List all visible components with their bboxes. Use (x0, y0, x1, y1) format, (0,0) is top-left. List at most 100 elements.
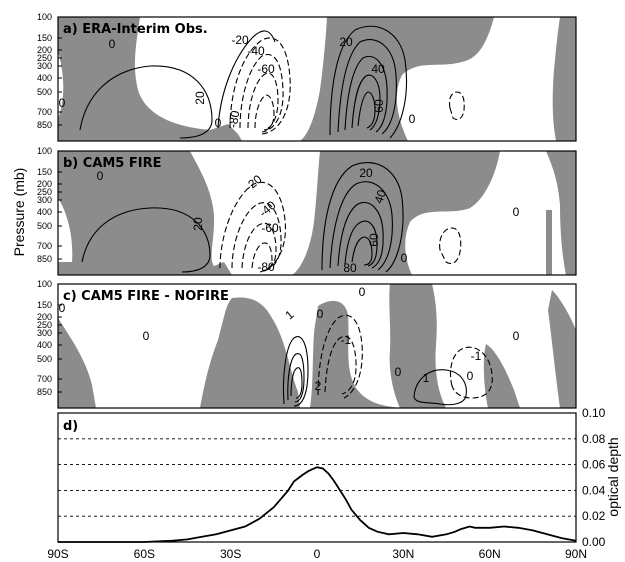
optical-depth-line (58, 466, 577, 543)
panel-a-contours (79, 25, 465, 139)
y-axis-label: Pressure (mb) (11, 168, 27, 257)
panel-c-shading-right1 (389, 284, 446, 408)
panel-d: d) 0.00 0.02 0.04 0.06 0.08 0.10 optical dept… (57, 406, 621, 549)
panel-d-y-tick-labels: 0.00 0.02 0.04 0.06 0.08 0.10 (582, 406, 606, 549)
panel-d-title: d) (63, 419, 78, 434)
contour-label: 20 (339, 35, 353, 49)
panel-b-shading-right (546, 151, 576, 275)
y-tick-label: 0.08 (582, 432, 606, 446)
pressure-tick-label: 500 (37, 87, 52, 97)
pressure-tick-label: 500 (37, 221, 52, 231)
pressure-tick-labels: 1001502002503004005007008501001502002503… (37, 12, 62, 397)
panel-c-title: c) CAM5 FIRE - NOFIRE (63, 289, 229, 304)
contour-label: 0 (317, 307, 324, 321)
y-tick-label: 0.04 (582, 483, 606, 497)
contour-label: 20 (191, 217, 205, 231)
panel-a-contour-labels: 0 20 -20 -40 -60 -80 20 40 60 0 0 0 (59, 33, 416, 130)
panel-d-y-label: optical depth (605, 437, 621, 516)
pressure-tick-label: 200 (37, 179, 52, 189)
panel-c-shading-midleft (200, 297, 300, 408)
contour-label: -1 (471, 349, 482, 363)
pressure-tick-label: 150 (37, 167, 52, 177)
pressure-tick-label: 100 (37, 279, 52, 289)
panel-c-shading-right3 (548, 290, 576, 408)
contour-label: 0 (513, 205, 520, 219)
contour-label: -1 (341, 333, 352, 347)
contour-label: -60 (261, 221, 279, 235)
contour-label: 0 (143, 329, 150, 343)
pressure-tick-label: 100 (37, 146, 52, 156)
contour-label: 0 (513, 329, 520, 343)
panel-b-contours (81, 162, 462, 273)
panel-c-shading-left (58, 318, 96, 408)
contour-label: 60 (372, 99, 386, 113)
contour-label: 40 (371, 188, 389, 206)
pressure-tick-label: 150 (37, 33, 52, 43)
pressure-tick-label: 850 (37, 387, 52, 397)
pressure-tick-label: 100 (37, 12, 52, 22)
panel-a-title: a) ERA-Interim Obs. (63, 22, 208, 37)
pressure-tick-label: 400 (37, 207, 52, 217)
y-tick-label: 0.10 (582, 406, 606, 420)
pressure-tick-label: 150 (37, 300, 52, 310)
pressure-tick-label: 250 (37, 187, 52, 197)
contour-label: 0 (395, 365, 402, 379)
panel-c: 0 0 1 0 2 -1 0 1 0 0 0 -1 c) CAM5 FIRE -… (57, 283, 577, 409)
panel-b-shading-strip (546, 210, 552, 275)
x-tick-label: 30N (392, 547, 414, 561)
pressure-tick-label: 300 (37, 61, 52, 71)
contour-label: 0 (109, 37, 116, 51)
x-tick-label: 60N (479, 547, 501, 561)
pressure-tick-label: 850 (37, 120, 52, 130)
contour-label: -20 (231, 33, 249, 47)
panel-b: 0 20 -20 -40 -60 -80 20 40 60 80 0 0 b) … (57, 150, 577, 276)
panel-a-shading-center (300, 17, 494, 141)
contour-label: 0 (59, 96, 66, 110)
contour-label: 0 (409, 112, 416, 126)
pressure-tick-label: 500 (37, 354, 52, 364)
pressure-tick-label: 700 (37, 241, 52, 251)
panel-d-grid (58, 438, 576, 517)
contour-label: 2 (315, 379, 322, 393)
x-tick-labels: 90S 60S 30S 0 30N 60N 90N (47, 547, 587, 561)
panel-c-contour-labels: 0 0 1 0 2 -1 0 1 0 0 0 -1 (59, 285, 520, 393)
x-tick-label: 60S (134, 547, 155, 561)
panel-a-shading-right (552, 17, 576, 141)
x-tick-label: 90S (47, 547, 68, 561)
pressure-tick-label: 400 (37, 73, 52, 83)
pressure-tick-label: 700 (37, 374, 52, 384)
contour-label: 40 (371, 62, 385, 76)
contour-label: 0 (215, 116, 222, 130)
contour-label: 0 (359, 285, 366, 299)
panel-a-shading-left (58, 17, 242, 141)
pressure-tick-label: 400 (37, 340, 52, 350)
pressure-tick-label: 700 (37, 107, 52, 117)
y-tick-label: 0.00 (582, 535, 606, 549)
panel-b-shading-left (58, 151, 232, 275)
contour-label: 80 (343, 261, 357, 275)
pressure-tick-label: 200 (37, 45, 52, 55)
pressure-tick-label: 300 (37, 195, 52, 205)
pressure-tick-label: 300 (37, 328, 52, 338)
contour-label: 1 (423, 371, 430, 385)
y-tick-label: 0.06 (582, 458, 606, 472)
contour-label: 20 (193, 91, 207, 105)
x-tick-label: 0 (314, 547, 321, 561)
contour-label: -80 (257, 260, 275, 274)
panel-a: 0 20 -20 -40 -60 -80 20 40 60 0 0 0 a) E… (57, 16, 577, 142)
contour-label: -40 (247, 44, 265, 58)
panel-b-shading-center (292, 151, 500, 275)
pressure-tick-label: 850 (37, 254, 52, 264)
panel-b-title: b) CAM5 FIRE (63, 156, 162, 171)
panel-c-shading-right2 (483, 344, 520, 408)
contour-label: 60 (367, 233, 381, 247)
y-tick-label: 0.02 (582, 509, 606, 523)
contour-label: 0 (59, 301, 66, 315)
pressure-tick-label: 250 (37, 53, 52, 63)
contour-label: 0 (467, 369, 474, 383)
x-tick-label: 90N (565, 547, 587, 561)
panel-c-contours (282, 314, 493, 407)
contour-label: 0 (401, 251, 408, 265)
contour-label: -60 (257, 62, 275, 76)
